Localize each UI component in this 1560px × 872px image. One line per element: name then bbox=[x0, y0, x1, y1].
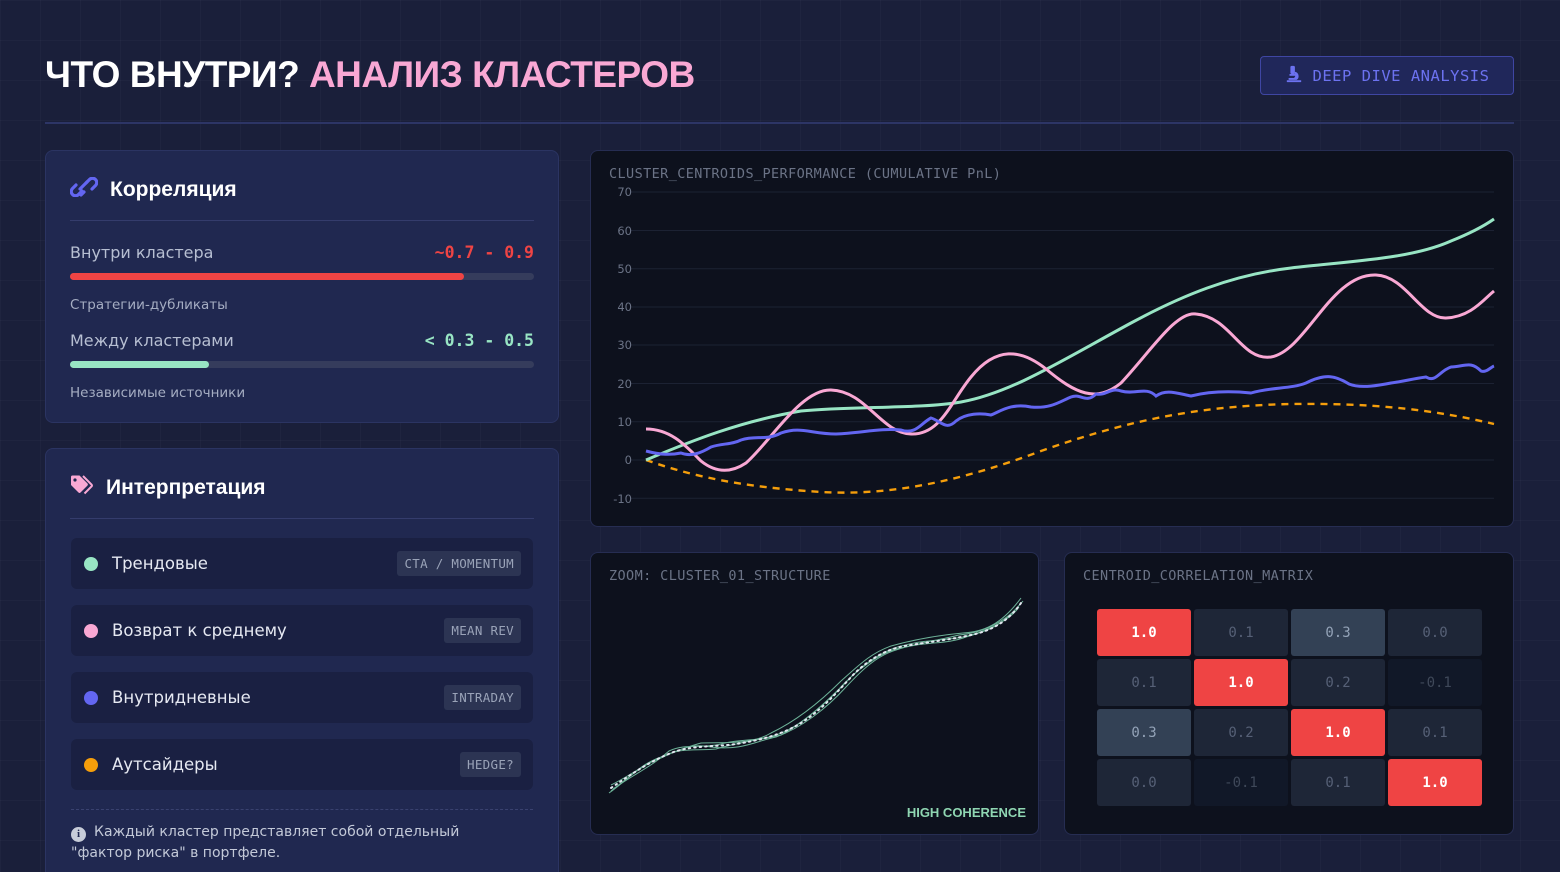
correlation-bar-within bbox=[70, 273, 534, 280]
tag-badge: INTRADAY bbox=[444, 685, 521, 710]
correlation-bar-between bbox=[70, 361, 534, 368]
matrix-cell: 0.2 bbox=[1291, 659, 1385, 706]
list-item-intraday[interactable]: Внутридневные INTRADAY bbox=[71, 672, 533, 723]
divider bbox=[71, 809, 533, 810]
status-dot bbox=[84, 556, 98, 571]
matrix-cell: 1.0 bbox=[1194, 659, 1288, 706]
matrix-cell: 0.3 bbox=[1291, 609, 1385, 656]
svg-text:-10: -10 bbox=[613, 492, 632, 506]
matrix-cell: 0.1 bbox=[1194, 609, 1288, 656]
correlation-card: Корреляция Внутри кластера ~0.7 - 0.9 Ст… bbox=[45, 150, 559, 423]
svg-text:0: 0 bbox=[625, 453, 632, 467]
matrix-cell: 0.0 bbox=[1388, 609, 1482, 656]
tag-badge: HEDGE? bbox=[460, 752, 521, 777]
matrix-cell: 1.0 bbox=[1388, 759, 1482, 806]
matrix-cell: 0.1 bbox=[1097, 659, 1191, 706]
deep-dive-button[interactable]: DEEP DIVE ANALYSIS bbox=[1260, 56, 1514, 95]
line-chart: 70 60 50 40 30 20 10 0 -10 bbox=[613, 185, 1495, 506]
matrix-cell: 0.1 bbox=[1291, 759, 1385, 806]
svg-text:70: 70 bbox=[617, 185, 632, 199]
tags-icon bbox=[70, 475, 94, 501]
svg-text:10: 10 bbox=[617, 415, 632, 429]
correlation-title: Корреляция bbox=[69, 176, 237, 203]
correlation-matrix-panel: CENTROID_CORRELATION_MATRIX 1.0 0.1 0.3 … bbox=[1064, 552, 1514, 835]
page-header: ЧТО ВНУТРИ? АНАЛИЗ КЛАСТЕРОВ DEEP DIVE A… bbox=[45, 50, 1514, 124]
svg-text:60: 60 bbox=[617, 224, 632, 238]
correlation-row-within: Внутри кластера ~0.7 - 0.9 Стратегии-дуб… bbox=[70, 243, 534, 313]
svg-text:50: 50 bbox=[617, 262, 632, 276]
correlation-matrix: 1.0 0.1 0.3 0.0 0.1 1.0 0.2 -0.1 0.3 0.2… bbox=[1097, 609, 1482, 806]
matrix-cell: 1.0 bbox=[1291, 709, 1385, 756]
correlation-row-between: Между кластерами < 0.3 - 0.5 Независимые… bbox=[70, 331, 534, 401]
divider bbox=[70, 518, 534, 519]
interpretation-card: Интерпретация Трендовые CTA / MOMENTUM В… bbox=[45, 448, 559, 872]
tag-badge: MEAN REV bbox=[444, 618, 521, 643]
page-title: ЧТО ВНУТРИ? АНАЛИЗ КЛАСТЕРОВ bbox=[45, 54, 695, 95]
series-intraday bbox=[645, 363, 1495, 457]
info-icon: i bbox=[71, 827, 86, 842]
y-axis-labels: 70 60 50 40 30 20 10 0 -10 bbox=[613, 185, 632, 506]
series-mean-reversion bbox=[645, 273, 1495, 472]
matrix-cell: 0.3 bbox=[1097, 709, 1191, 756]
matrix-cell: 0.1 bbox=[1388, 709, 1482, 756]
status-dot bbox=[84, 690, 98, 705]
interpretation-title: Интерпретация bbox=[70, 475, 266, 501]
list-item-outsiders[interactable]: Аутсайдеры HEDGE? bbox=[71, 739, 533, 790]
status-dot bbox=[84, 623, 98, 638]
svg-text:40: 40 bbox=[617, 300, 632, 314]
microscope-icon bbox=[1285, 65, 1303, 87]
matrix-cell: -0.1 bbox=[1194, 759, 1288, 806]
cluster-performance-chart: CLUSTER_CENTROIDS_PERFORMANCE (CUMULATIV… bbox=[590, 150, 1514, 527]
divider bbox=[70, 220, 534, 221]
coherence-badge: HIGH COHERENCE bbox=[906, 805, 1026, 820]
svg-text:30: 30 bbox=[617, 338, 632, 352]
status-dot bbox=[84, 757, 98, 772]
list-item-trend[interactable]: Трендовые CTA / MOMENTUM bbox=[71, 538, 533, 589]
series-trend bbox=[645, 217, 1495, 462]
svg-text:20: 20 bbox=[617, 377, 632, 391]
cluster-structure-chart: ZOOM: CLUSTER_01_STRUCTURE HIGH COHERENC… bbox=[590, 552, 1039, 835]
series-outsiders bbox=[645, 402, 1495, 494]
tag-badge: CTA / MOMENTUM bbox=[397, 551, 521, 576]
matrix-cell: 1.0 bbox=[1097, 609, 1191, 656]
cluster-structure-plot bbox=[608, 597, 1024, 794]
link-icon bbox=[69, 176, 99, 203]
list-item-mean-reversion[interactable]: Возврат к среднему MEAN REV bbox=[71, 605, 533, 656]
matrix-cell: -0.1 bbox=[1388, 659, 1482, 706]
centroid-line bbox=[610, 602, 1022, 789]
matrix-cell: 0.2 bbox=[1194, 709, 1288, 756]
info-note: i Каждый кластер представляет собой отдел… bbox=[71, 824, 460, 861]
matrix-cell: 0.0 bbox=[1097, 759, 1191, 806]
